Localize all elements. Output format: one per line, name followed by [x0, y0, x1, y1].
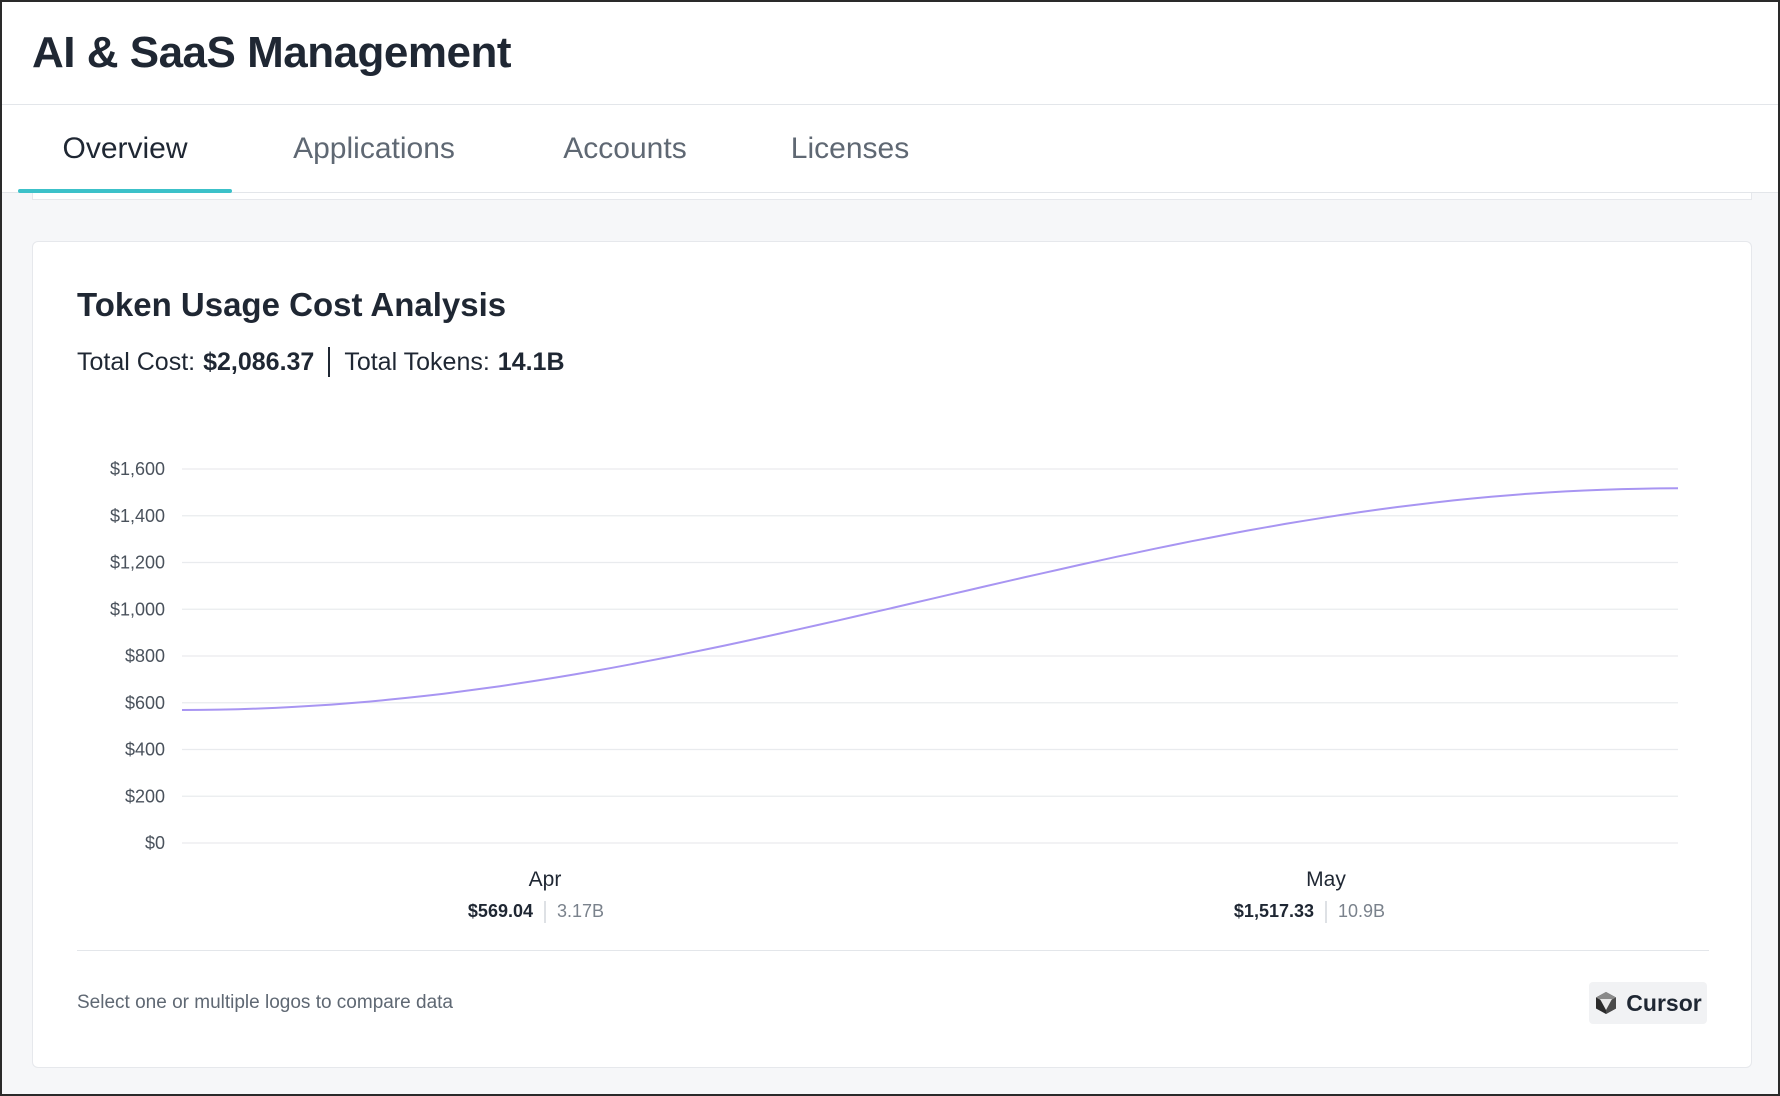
y-tick-label: $0: [145, 833, 165, 853]
page-header: AI & SaaS Management: [0, 0, 1780, 105]
tab-overview[interactable]: Overview: [62, 132, 188, 165]
cursor-logo-icon: [1596, 992, 1617, 1014]
y-tick-label: $400: [125, 740, 165, 760]
y-tick-label: $1,400: [110, 506, 165, 526]
series-line: [181, 487, 1679, 711]
page-title: AI & SaaS Management: [32, 28, 512, 77]
y-tick-label: $600: [125, 693, 165, 713]
cursor-logo-label: Cursor: [1626, 989, 1702, 1016]
tab-bar: Overview Applications Accounts Licenses: [0, 105, 1780, 193]
token-usage-card: Token Usage Cost Analysis Total Cost: $2…: [32, 241, 1752, 1068]
card-title: Token Usage Cost Analysis: [77, 286, 507, 323]
y-tick-label: $200: [125, 786, 165, 806]
y-tick-label: $800: [125, 646, 165, 666]
total-tokens-label: Total Tokens:: [344, 347, 490, 376]
summary-divider: [328, 347, 331, 377]
x-tick-label: Apr: [529, 868, 562, 891]
y-tick-label: $1,000: [110, 599, 165, 619]
cost-summary: Total Cost: $2,086.37 Total Tokens: 14.1…: [77, 347, 565, 377]
tab-accounts[interactable]: Accounts: [563, 132, 687, 165]
cursor-logo-button[interactable]: Cursor: [1589, 982, 1707, 1024]
total-cost-label: Total Cost:: [77, 347, 196, 376]
compare-hint: Select one or multiple logos to compare …: [77, 992, 453, 1013]
x-tick-label: May: [1306, 868, 1346, 891]
total-tokens-value: 14.1B: [497, 347, 565, 376]
y-tick-label: $1,600: [110, 459, 165, 479]
y-tick-label: $1,200: [110, 553, 165, 573]
line-chart-svg: $0 $200 $400 $600 $800 $1,000 $1,200 $1,400 $1,6…: [110, 459, 1679, 923]
previous-card-edge: [32, 193, 1752, 200]
token-cost-chart: $0 $200 $400 $600 $800 $1,000 $1,200 $1,400 $1,6…: [32, 241, 1752, 941]
tab-licenses[interactable]: Licenses: [790, 132, 910, 165]
active-tab-indicator: [18, 189, 232, 193]
card-footer-divider: [77, 950, 1709, 951]
data-value-label: $1,517.33: [1234, 901, 1314, 921]
data-tokens-label: 10.9B: [1338, 901, 1385, 921]
data-value-label: $569.04: [468, 901, 533, 921]
tab-applications[interactable]: Applications: [293, 132, 455, 165]
total-cost-value: $2,086.37: [203, 347, 315, 376]
data-tokens-label: 3.17B: [557, 901, 604, 921]
